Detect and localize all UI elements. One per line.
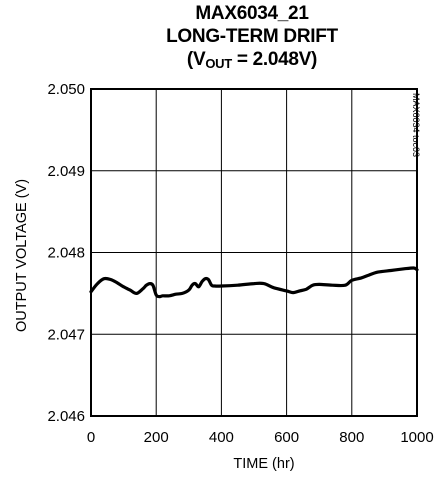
title-condition: (VOUT = 2.048V) [0,48,444,75]
grid-lines [91,89,417,416]
x-tick-label: 200 [144,429,169,446]
y-tick-label: 2.049 [47,163,85,180]
y-axis-label: OUTPUT VOLTAGE (V) [14,179,30,332]
title-line-1: MAX6034_21 [195,3,309,24]
condition-suffix: = 2.048V) [231,49,318,70]
y-tick-label: 2.046 [47,408,85,425]
y-tick-labels: 2.046 2.047 2.048 2.049 2.050 [47,81,85,425]
series-line [89,266,419,299]
x-tick-labels: 0 200 400 600 800 1000 [87,429,434,446]
y-tick-label: 2.047 [47,326,85,343]
y-tick-label: 2.050 [47,81,85,98]
plot-frame [90,88,418,417]
x-tick-label: 1000 [400,429,433,446]
condition-subscript: OUT [205,56,232,71]
x-tick-label: 0 [87,429,95,446]
toc-label: MAX6034 toc03 [411,93,421,157]
condition-prefix: (V [186,49,206,70]
title-line-2: LONG-TERM DRIFT [166,26,338,47]
x-tick-label: 400 [209,429,234,446]
chart-title: MAX6034_21 LONG-TERM DRIFT (VOUT = 2.048… [0,2,444,75]
x-tick-label: 600 [274,429,299,446]
x-axis-label: TIME (hr) [233,456,294,472]
y-tick-label: 2.048 [47,245,85,262]
x-tick-label: 800 [339,429,364,446]
